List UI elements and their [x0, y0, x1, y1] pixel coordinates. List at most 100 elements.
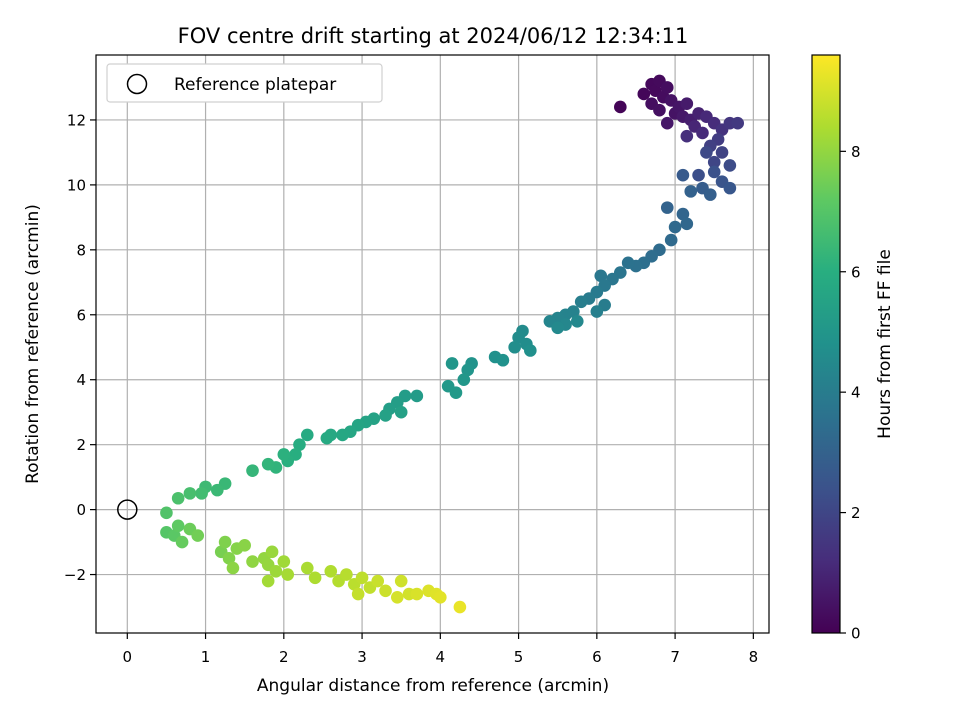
x-tick-label: 6: [592, 648, 602, 666]
data-point: [680, 129, 694, 143]
data-point: [324, 565, 338, 578]
data-point: [340, 568, 353, 581]
data-point: [277, 448, 291, 461]
data-point: [715, 146, 729, 159]
data-point: [707, 155, 721, 169]
data-point: [707, 165, 721, 179]
data-point: [410, 389, 424, 403]
y-tick-label: 2: [76, 436, 86, 454]
data-point: [226, 561, 240, 575]
data-point: [218, 535, 232, 549]
plot-frame: [95, 54, 770, 634]
data-point: [723, 159, 737, 172]
data-point: [238, 539, 251, 552]
colorbar-tick-label: 8: [851, 143, 861, 161]
data-point: [461, 363, 475, 377]
data-point: [394, 405, 408, 419]
data-point: [171, 491, 185, 505]
data-point: [183, 487, 197, 500]
data-point: [355, 571, 369, 585]
data-point: [351, 587, 365, 601]
data-point: [265, 545, 279, 559]
data-point: [574, 295, 588, 309]
x-tick-label: 0: [123, 648, 133, 666]
y-tick-label: 4: [76, 371, 86, 389]
data-point: [300, 561, 314, 575]
data-point: [246, 464, 259, 477]
data-point: [653, 103, 666, 117]
data-point: [300, 428, 314, 442]
data-point: [621, 256, 635, 270]
data-point: [594, 269, 608, 283]
data-point: [453, 600, 467, 614]
colorbar-ticks: 0 2 4 6 8: [840, 143, 861, 643]
data-point: [195, 487, 208, 500]
legend-marker: [126, 73, 148, 95]
data-point: [210, 483, 224, 497]
data-point: [704, 188, 717, 201]
data-point: [434, 590, 447, 604]
colorbar-tick-label: 6: [851, 263, 861, 281]
data-point: [731, 116, 744, 130]
data-point: [394, 574, 408, 588]
data-point: [281, 568, 295, 581]
data-point: [668, 220, 682, 234]
data-point: [246, 555, 259, 568]
x-tick-label: 1: [201, 648, 211, 666]
reference-platepar-marker: [117, 499, 138, 520]
data-point: [379, 409, 392, 422]
y-axis-label: Rotation from reference (arcmin): [23, 204, 43, 484]
data-point: [175, 535, 189, 549]
data-point: [160, 506, 173, 520]
y-tick-label: −2: [64, 566, 86, 584]
data-point: [676, 207, 690, 221]
data-point: [457, 373, 471, 387]
data-point: [692, 168, 705, 182]
y-tick-label: 8: [76, 241, 86, 259]
data-point: [336, 428, 349, 442]
x-tick-label: 2: [279, 648, 289, 666]
data-point: [696, 126, 709, 140]
data-point: [320, 431, 334, 445]
data-point: [614, 100, 627, 114]
y-tick-label: 6: [76, 306, 86, 324]
data-point: [680, 217, 694, 231]
data-point: [660, 201, 674, 214]
legend-label: Reference platepar: [174, 75, 336, 95]
colorbar-tick-label: 2: [851, 504, 861, 522]
legend-box: [106, 63, 383, 103]
data-point: [637, 87, 651, 101]
data-point: [261, 574, 275, 588]
data-point: [269, 565, 283, 578]
data-point: [660, 81, 674, 94]
x-tick-label: 3: [357, 648, 367, 666]
x-tick-label: 7: [670, 648, 680, 666]
legend: Reference platepar: [106, 63, 383, 103]
colorbar: [811, 54, 841, 634]
y-tick-label: 0: [76, 501, 86, 519]
data-point: [293, 438, 306, 451]
x-tick-label: 5: [514, 648, 524, 666]
data-point: [684, 185, 698, 198]
x-tick-label: 4: [436, 648, 446, 666]
data-point: [390, 590, 404, 604]
data-point: [496, 353, 510, 367]
data-point: [171, 519, 185, 533]
data-point: [723, 181, 737, 195]
data-point: [524, 344, 537, 357]
colorbar-tick-label: 4: [851, 384, 861, 402]
data-point: [308, 571, 322, 585]
data-point: [371, 574, 385, 588]
data-point: [508, 340, 521, 354]
x-tick-label: 8: [749, 648, 759, 666]
data-point: [664, 233, 678, 247]
data-point: [551, 321, 565, 335]
data-point: [445, 357, 459, 370]
chart-title: FOV centre drift starting at 2024/06/12 …: [178, 24, 689, 48]
data-point: [680, 97, 694, 111]
data-point: [700, 146, 713, 159]
data-point: [222, 552, 236, 565]
data-point: [261, 457, 275, 471]
